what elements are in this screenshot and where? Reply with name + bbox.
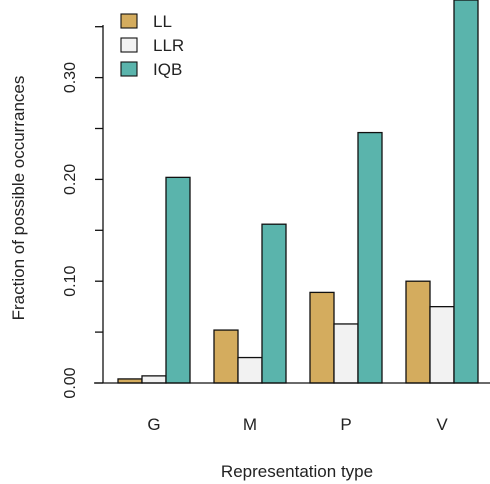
bar-iqb-g <box>165 176 191 384</box>
legend-label-iqb: IQB <box>153 60 182 79</box>
x-tick-label: V <box>436 415 448 434</box>
legend-label-llr: LLR <box>153 36 184 55</box>
bar-llr-g <box>141 375 167 384</box>
bar-iqb-v <box>453 0 479 384</box>
y-tick-label: 0.20 <box>62 164 79 195</box>
bar-iqb-p <box>357 131 383 384</box>
y-tick-label: 0.00 <box>62 367 79 398</box>
bar-ll-m <box>213 329 239 384</box>
bar-llr-v <box>429 305 455 384</box>
bar-ll-p <box>309 291 335 384</box>
y-axis-title: Fraction of possible occurrances <box>9 76 28 321</box>
bar-ll-v <box>405 280 431 384</box>
x-tick-label: P <box>340 415 351 434</box>
y-tick-label: 0.30 <box>62 62 79 93</box>
bars <box>117 0 479 384</box>
bar-iqb-m <box>261 223 287 384</box>
legend-label-ll: LL <box>153 12 172 31</box>
y-axis: 0.00 0.10 0.20 0.30 <box>62 25 104 399</box>
legend-swatch-iqb <box>120 61 138 77</box>
legend-swatch-ll <box>120 13 138 29</box>
x-tick-label: M <box>243 415 257 434</box>
x-axis-title: Representation type <box>221 462 373 481</box>
bar-llr-m <box>237 356 263 384</box>
legend: LL LLR IQB <box>120 12 184 79</box>
x-tick-label: G <box>147 415 160 434</box>
y-tick-label: 0.10 <box>62 266 79 297</box>
bar-llr-p <box>333 323 359 384</box>
legend-swatch-llr <box>120 37 138 53</box>
